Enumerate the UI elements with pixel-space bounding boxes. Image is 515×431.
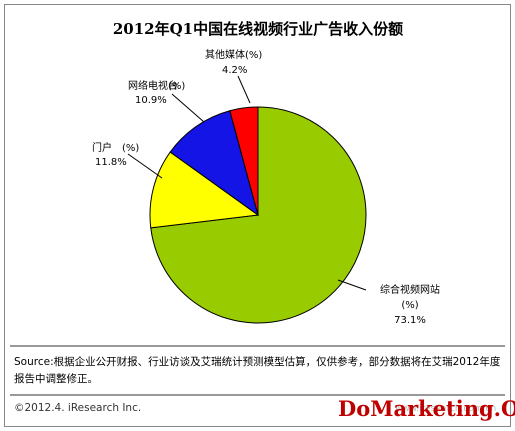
watermark: DoMarketing.Org [338,396,515,421]
leader-line [127,153,163,179]
slice-unit: (%) [122,143,139,154]
value-label: 4.2% [222,65,247,76]
pie-slice [149,151,260,229]
leader-line [237,75,251,104]
slice-unit: (%) [168,81,185,92]
slice-label: 其他媒体 [205,48,245,61]
slice-label: 网络电视台 [128,79,178,92]
leader-line [171,93,205,123]
copyright: ©2012.4. iResearch Inc. [14,402,142,414]
chart-title: 2012年Q1中国在线视频行业广告收入份额 [113,20,403,38]
slice-unit: (%) [245,50,262,61]
pie-slice [169,110,259,217]
frame [4,4,511,427]
pie-slice [229,106,259,216]
slice-label: 综合视频网站 [380,283,440,296]
slice-unit: (%) [401,300,418,311]
source-note: Source:根据企业公开财报、行业访谈及艾瑞统计预测模型估算，仅供参考，部分数… [14,356,501,385]
value-label: 11.8% [95,157,127,168]
watermark: www.iresearch.com.cn [395,404,497,414]
leader-line [337,279,367,291]
value-label: 10.9% [135,95,167,106]
value-label: 73.1% [394,315,426,326]
slice-label: 门户 [92,141,112,154]
